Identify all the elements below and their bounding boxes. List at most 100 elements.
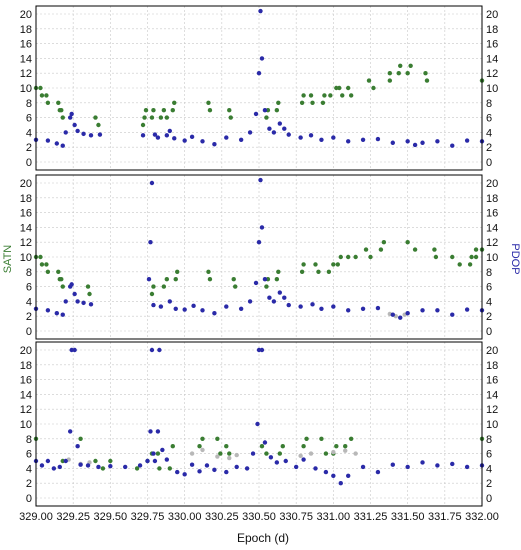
pdop-point [331,304,336,309]
satn-point [323,451,329,456]
pdop-point [405,464,410,470]
satn-point [366,78,372,83]
pdop-point [464,138,470,143]
satn-point [259,444,265,449]
pdop-point [69,111,74,117]
right-y-tick-label: 0 [486,157,492,169]
pdop-point [259,225,265,230]
satn-point [280,444,285,449]
pdop-point [164,133,170,138]
satn-point [218,451,223,456]
pdop-point [137,463,143,468]
satn-point [175,269,180,274]
pdop-point [267,126,272,131]
pdop-point [338,481,343,486]
pdop-alt-point [331,449,336,455]
left-y-tick-label: 6 [26,282,32,294]
satn-point [207,277,213,282]
satn-point [206,269,211,274]
pdop-point [96,464,101,470]
pdop-point [319,306,324,311]
pdop-point [267,295,272,300]
pdop-point [182,307,187,312]
pdop-point [189,134,195,140]
satn-point [164,277,170,282]
satn-point [149,115,155,120]
panel-frame [35,5,483,171]
pdop-alt-point [353,451,358,456]
pdop-point [172,136,177,141]
right-y-tick-label: 20 [486,178,498,190]
satn-point [143,108,149,113]
satn-point [85,284,91,289]
pdop-point [308,133,314,138]
left-y-tick-label: 12 [20,68,32,80]
satn-point [140,122,146,128]
satn-point [264,115,269,120]
left-y-tick-label: 6 [26,113,32,125]
satn-point [45,269,51,274]
right-y-tick-label: 12 [486,68,498,80]
pdop-point [375,136,381,142]
right-y-tick-label: 0 [486,493,492,505]
right-y-tick-label: 20 [486,9,498,21]
left-y-tick-label: 20 [20,345,32,357]
right-y-tick-label: 12 [486,404,498,416]
pdop-point [39,463,45,468]
pdop-point [238,306,244,311]
pdop-point [435,308,440,313]
satn-point [274,277,280,282]
pdop-point [313,466,318,471]
satn-point [467,262,473,267]
satn-point [276,100,281,106]
pdop-point [262,440,268,445]
satn-point [38,254,43,260]
panel-3: 0 0 2 2 4 4 6 6 8 8 10 10 12 12 14 14 16 16 18 18 20 20 [20,341,498,507]
satn-point [161,108,167,113]
pdop-point [60,143,65,148]
left-y-tick-label: 16 [20,375,32,387]
right-y-tick-label: 10 [486,83,498,95]
satn-point [228,115,233,120]
satn-point [299,100,305,106]
satn-point [319,436,324,441]
pdop-point [155,429,161,434]
pdop-point [464,464,470,470]
pdop-point [298,135,303,140]
pdop-point [63,130,68,135]
right-y-tick-label: 18 [486,24,498,36]
pdop-point [140,133,146,138]
pdop-point [360,306,366,311]
left-y-tick-label: 18 [20,360,32,372]
satn-point [206,100,211,106]
pdop-point [310,302,315,307]
pdop-point [182,138,187,143]
pdop-point [158,304,164,309]
satn-point [313,262,318,267]
left-y-tick-label: 2 [26,311,32,323]
pdop-point [286,302,291,308]
pdop-point [301,457,306,462]
pdop-point [390,462,395,467]
satn-point [93,115,98,120]
right-y-tick-label: 2 [486,311,492,323]
pdop-point [258,177,263,183]
right-y-tick-label: 16 [486,39,498,51]
left-y-tick-label: 20 [20,9,32,21]
pdop-point [277,121,283,126]
x-axis-label: Epoch (d) [237,531,289,545]
right-y-tick-label: 8 [486,98,492,110]
right-y-tick-label: 10 [486,419,498,431]
pdop-point [145,458,150,464]
satn-point [343,444,348,449]
satn-point [274,108,280,113]
satn-point [170,108,175,113]
pdop-point [255,421,260,427]
satn-point [44,93,49,98]
satn-point [142,115,147,120]
right-y-tick-label: 8 [486,434,492,446]
satn-point [158,115,164,120]
pdop-point [151,302,156,308]
left-y-tick-label: 16 [20,208,32,220]
